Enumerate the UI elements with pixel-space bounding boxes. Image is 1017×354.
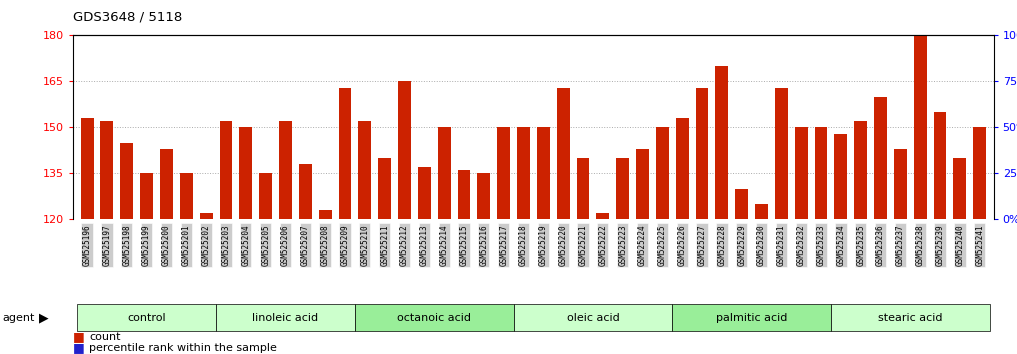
Bar [299,164,312,219]
Bar [675,118,689,219]
Text: control: control [127,313,166,323]
Bar [913,35,926,219]
Bar [199,19,213,23]
Text: GDS3648 / 5118: GDS3648 / 5118 [73,11,182,24]
Bar [735,19,749,23]
Bar [517,127,530,219]
Text: oleic acid: oleic acid [566,313,619,323]
Bar [418,167,431,219]
Bar [755,204,768,219]
Bar [477,15,490,19]
Bar [636,149,649,219]
Bar [398,81,411,219]
Bar [834,133,847,219]
Bar [874,97,887,219]
Bar [458,170,471,219]
Bar [616,158,630,219]
Text: octanoic acid: octanoic acid [398,313,471,323]
Text: ■: ■ [73,341,85,354]
Text: percentile rank within the sample: percentile rank within the sample [89,343,278,353]
Bar [318,210,332,219]
Bar [815,127,828,219]
Bar [101,121,113,219]
Bar [180,173,193,219]
Bar [556,87,570,219]
Bar [437,127,451,219]
Text: linoleic acid: linoleic acid [252,313,318,323]
Bar [755,15,768,19]
Bar [358,121,371,219]
Text: ▶: ▶ [39,311,48,324]
Text: palmitic acid: palmitic acid [716,313,787,323]
Bar [239,127,252,219]
Bar [894,149,907,219]
Bar [477,173,490,219]
Bar [596,19,609,23]
Bar [259,173,273,219]
Bar [656,127,669,219]
Bar [140,173,154,219]
Bar [497,127,511,219]
Bar [537,127,550,219]
Bar [120,143,133,219]
Bar [973,127,986,219]
Bar [339,87,352,219]
Bar [735,189,749,219]
Bar [220,121,233,219]
Bar [279,121,292,219]
Bar [934,112,947,219]
Bar [596,213,609,219]
Bar [80,118,94,219]
Bar [775,87,788,219]
Bar [199,213,213,219]
Bar [577,158,590,219]
Bar [715,66,728,219]
Text: agent: agent [2,313,35,323]
Bar [696,87,709,219]
Text: count: count [89,332,121,342]
Text: ■: ■ [73,331,85,343]
Bar [794,127,807,219]
Bar [378,158,392,219]
Bar [160,149,173,219]
Bar [954,158,966,219]
Bar [854,121,868,219]
Text: stearic acid: stearic acid [878,313,943,323]
